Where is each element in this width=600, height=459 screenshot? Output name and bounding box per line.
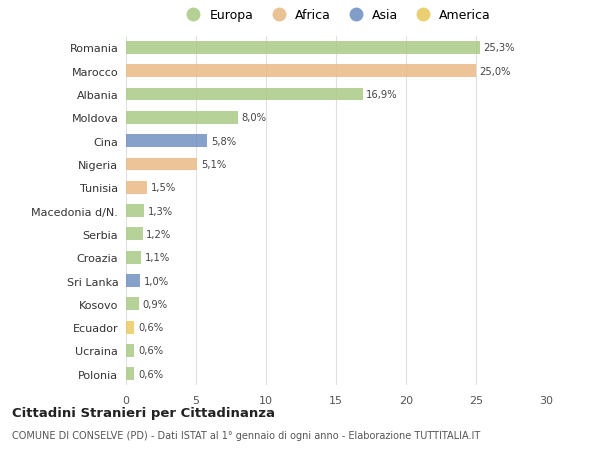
Text: 25,0%: 25,0% bbox=[479, 67, 511, 77]
Text: COMUNE DI CONSELVE (PD) - Dati ISTAT al 1° gennaio di ogni anno - Elaborazione T: COMUNE DI CONSELVE (PD) - Dati ISTAT al … bbox=[12, 431, 480, 441]
Bar bbox=[126, 228, 143, 241]
Bar bbox=[126, 321, 134, 334]
Text: 0,6%: 0,6% bbox=[138, 346, 163, 356]
Text: 25,3%: 25,3% bbox=[484, 43, 515, 53]
Bar bbox=[126, 65, 476, 78]
Text: 1,5%: 1,5% bbox=[151, 183, 176, 193]
Bar bbox=[126, 158, 197, 171]
Text: 5,1%: 5,1% bbox=[201, 160, 226, 170]
Legend: Europa, Africa, Asia, America: Europa, Africa, Asia, America bbox=[176, 4, 496, 27]
Bar bbox=[126, 205, 144, 218]
Text: 8,0%: 8,0% bbox=[241, 113, 266, 123]
Bar bbox=[126, 368, 134, 381]
Bar bbox=[126, 298, 139, 311]
Text: 0,9%: 0,9% bbox=[142, 299, 167, 309]
Bar bbox=[126, 344, 134, 357]
Text: 1,0%: 1,0% bbox=[143, 276, 169, 286]
Text: 0,6%: 0,6% bbox=[138, 369, 163, 379]
Bar bbox=[126, 42, 480, 55]
Text: 1,2%: 1,2% bbox=[146, 230, 172, 240]
Text: 16,9%: 16,9% bbox=[366, 90, 398, 100]
Text: 5,8%: 5,8% bbox=[211, 136, 236, 146]
Text: 1,3%: 1,3% bbox=[148, 206, 173, 216]
Bar bbox=[126, 181, 147, 194]
Bar bbox=[126, 89, 362, 101]
Bar bbox=[126, 274, 140, 287]
Text: 0,6%: 0,6% bbox=[138, 322, 163, 332]
Bar bbox=[126, 135, 207, 148]
Bar bbox=[126, 251, 142, 264]
Text: 1,1%: 1,1% bbox=[145, 252, 170, 263]
Text: Cittadini Stranieri per Cittadinanza: Cittadini Stranieri per Cittadinanza bbox=[12, 406, 275, 419]
Bar bbox=[126, 112, 238, 124]
